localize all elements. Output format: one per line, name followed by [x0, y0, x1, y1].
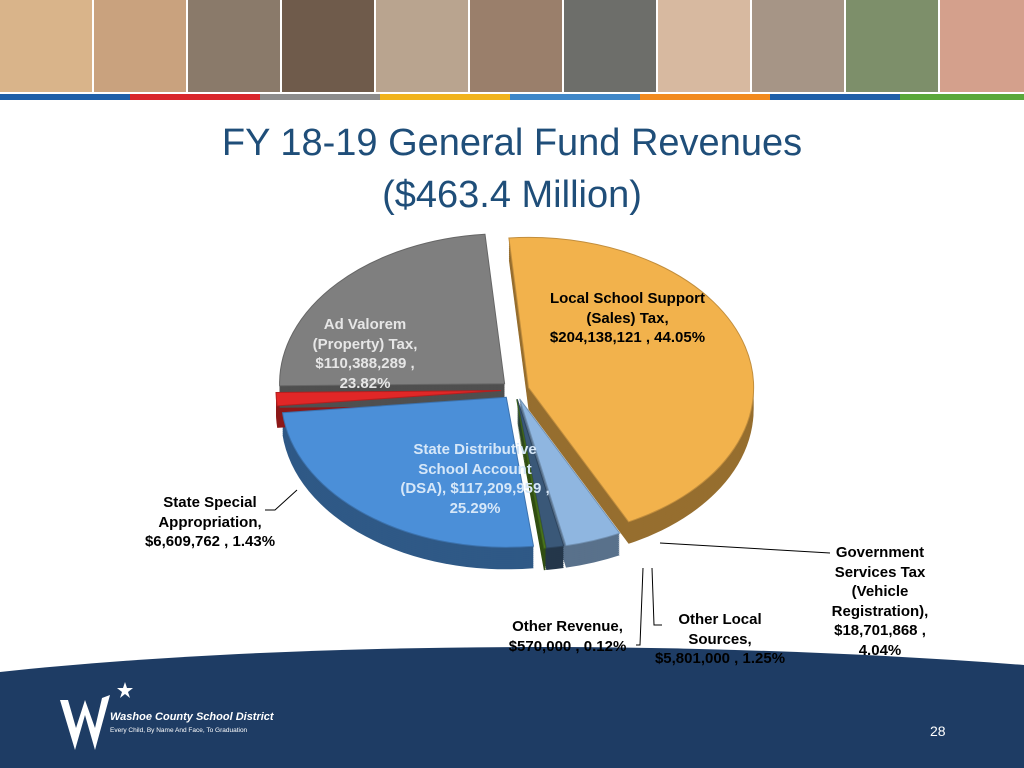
organization: Washoe County School District [110, 711, 274, 723]
value-label: $18,701,868 , 4.04% [834, 622, 926, 659]
category-name: Ad Valorem (Property) Tax, [312, 316, 418, 353]
value-label: $110,388,289 , 23.82% [315, 355, 415, 392]
category-name: State Special Appropriation, [158, 494, 262, 531]
value-label: $6,609,762 , 1.43% [144, 533, 276, 550]
data-label: Government Services Tax (Vehicle Registr… [815, 543, 945, 660]
data-label: Local School Support (Sales) Tax, $204,1… [540, 289, 715, 348]
chart-title: FY 18-19 General Fund Revenues [221, 122, 803, 164]
photo-strip [0, 0, 1024, 100]
category-name: State Distributive School Account (DSA), [400, 441, 537, 497]
footer-band [0, 647, 1024, 768]
page-number: 28 [930, 723, 946, 739]
logo [60, 682, 133, 750]
data-label: State Distributive School Account (DSA),… [400, 440, 550, 518]
slice [279, 233, 506, 387]
leader-lines [265, 489, 831, 646]
slice [516, 399, 565, 549]
data-label: Other Revenue, $570,000 , 0.12% [495, 617, 640, 656]
slice [516, 399, 547, 549]
value-label: $117,209,959 , 25.29% [449, 480, 550, 517]
data-label: Ad Valorem (Property) Tax, $110,388,289 … [300, 315, 430, 393]
value-label: $204,138,121 , 44.05% [549, 329, 706, 346]
slice [519, 398, 621, 547]
category-name: Government Services Tax (Vehicle Registr… [831, 544, 929, 620]
category-name: Other Revenue, [512, 618, 623, 635]
category-name: Local School Support (Sales) Tax, [549, 290, 705, 327]
chart-subtitle: ($463.4 Million) [382, 174, 642, 216]
value-label: $570,000 , 0.12% [508, 637, 627, 655]
data-label: Other Local Sources, $5,801,000 , 1.25% [650, 610, 790, 669]
value-label: $5,801,000 , 1.25% [654, 650, 786, 667]
slice [275, 390, 502, 407]
motto: Every Child, By Name And Face, To Gradua… [110, 727, 248, 734]
data-label: State Special Appropriation, $6,609,762 … [130, 493, 290, 552]
slice [281, 396, 535, 548]
slice [508, 236, 755, 523]
pie [275, 233, 755, 571]
category-name: Other Local Sources, [678, 611, 762, 648]
